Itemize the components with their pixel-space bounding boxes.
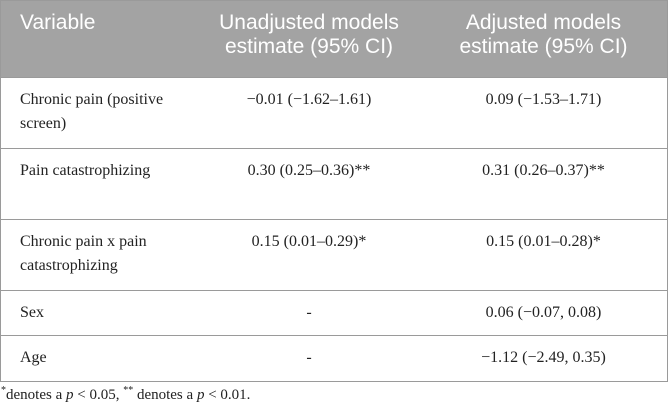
table-header: Variable Unadjusted models estimate (95%… xyxy=(1,1,667,77)
cell-unadjusted: 0.15 (0.01–0.29)* xyxy=(198,218,420,290)
table-row: Sex - 0.06 (−0.07, 0.08) xyxy=(1,289,667,335)
footnote-p-symbol-1: p xyxy=(65,387,74,403)
cell-unadjusted: - xyxy=(198,334,420,381)
cell-adjusted: 0.31 (0.26–0.37)** xyxy=(420,147,667,219)
header-adjusted: Adjusted models estimate (95% CI) xyxy=(459,11,628,58)
cell-variable: Age xyxy=(1,334,198,381)
table-row: Chronic pain (positive screen) −0.01 (−1… xyxy=(1,76,667,148)
footnote-threshold-2: < 0.01. xyxy=(204,387,251,403)
table-row: Chronic pain x pain catastrophizing 0.15… xyxy=(1,218,667,290)
cell-adjusted: −1.12 (−2.49, 0.35) xyxy=(420,334,667,381)
results-table: Variable Unadjusted models estimate (95%… xyxy=(1,1,667,381)
footnote-text-1: denotes a xyxy=(6,387,66,403)
cell-variable: Chronic pain (positive screen) xyxy=(1,76,198,148)
header-row: Variable Unadjusted models estimate (95%… xyxy=(1,1,667,77)
header-unadjusted: Unadjusted models estimate (95% CI) xyxy=(219,11,399,58)
footnote-text-2: denotes a xyxy=(133,387,197,403)
cell-unadjusted: - xyxy=(198,289,420,335)
cell-unadjusted: −0.01 (−1.62–1.61) xyxy=(198,76,420,148)
cell-adjusted: 0.15 (0.01–0.28)* xyxy=(420,218,667,290)
cell-adjusted: 0.09 (−1.53–1.71) xyxy=(420,76,667,148)
results-table-container: Variable Unadjusted models estimate (95%… xyxy=(0,0,668,382)
footnote-p-symbol-2: p xyxy=(196,387,205,403)
header-variable: Variable xyxy=(20,11,96,34)
footnote-star-double: ** xyxy=(123,385,134,396)
table-footnote: *denotes a p < 0.05, ** denotes a p < 0.… xyxy=(1,384,250,406)
cell-variable: Pain catastrophizing xyxy=(1,147,198,219)
footnote-threshold-1: < 0.05, xyxy=(73,387,124,403)
cell-unadjusted: 0.30 (0.25–0.36)** xyxy=(198,147,420,219)
cell-variable: Sex xyxy=(1,289,198,335)
cell-variable: Chronic pain x pain catastrophizing xyxy=(1,218,198,290)
table-row: Age - −1.12 (−2.49, 0.35) xyxy=(1,334,667,381)
table-body: Chronic pain (positive screen) −0.01 (−1… xyxy=(1,76,667,381)
table-row: Pain catastrophizing 0.30 (0.25–0.36)** … xyxy=(1,147,667,219)
footnote-star-single: * xyxy=(1,385,6,396)
cell-adjusted: 0.06 (−0.07, 0.08) xyxy=(420,289,667,335)
